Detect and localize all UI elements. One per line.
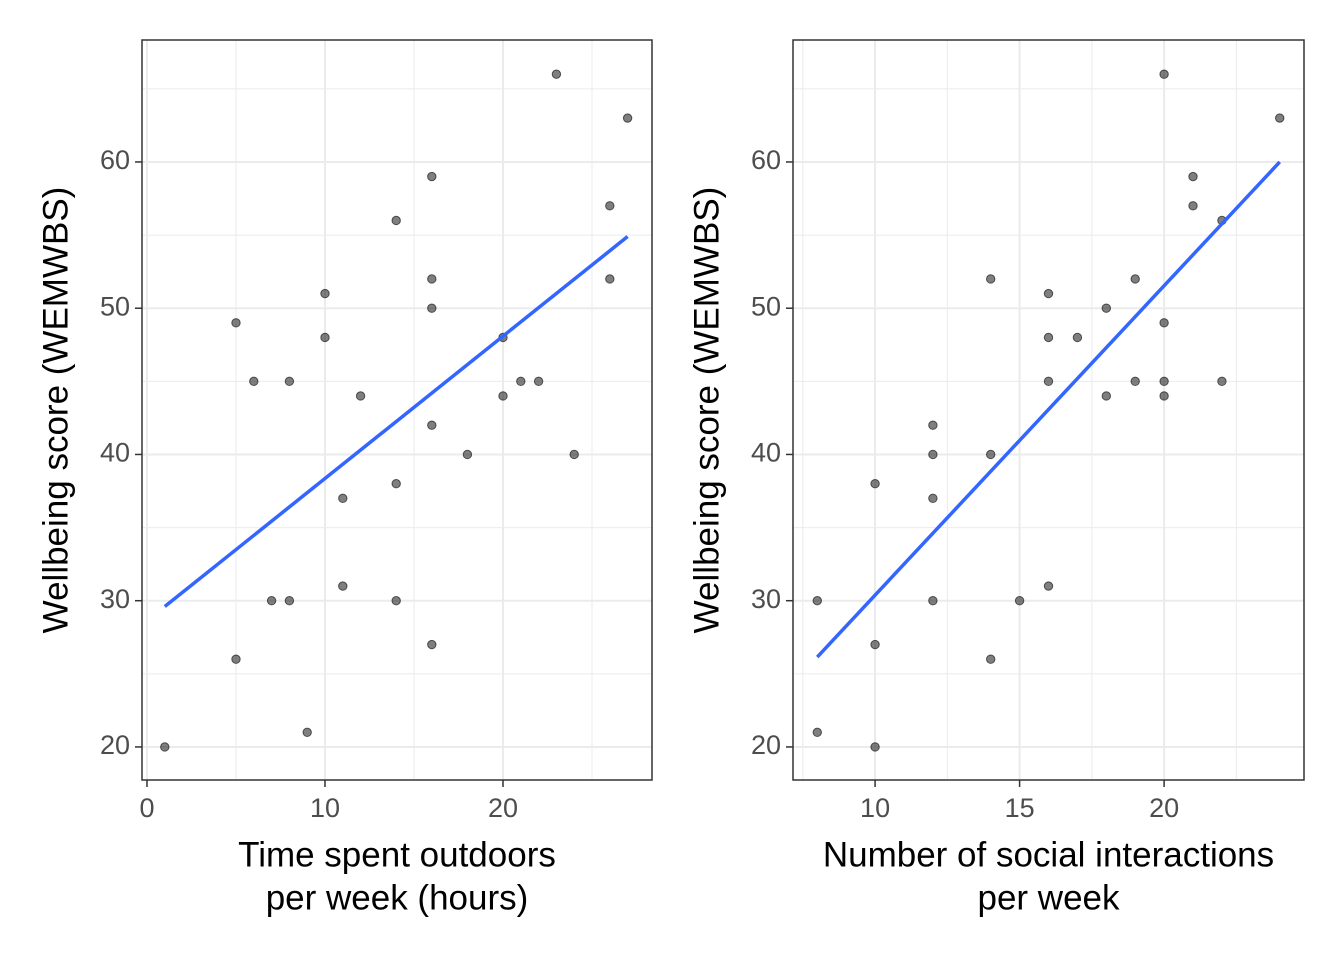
point	[427, 171, 437, 182]
point	[1043, 376, 1054, 387]
point	[498, 391, 508, 401]
point	[605, 201, 615, 211]
point	[1159, 391, 1169, 401]
point	[516, 376, 526, 387]
y-tick-label: 20	[751, 730, 781, 760]
point	[551, 69, 562, 79]
point	[928, 449, 938, 460]
point	[1275, 113, 1285, 123]
point	[1101, 303, 1112, 313]
point	[355, 391, 366, 401]
point	[1043, 581, 1054, 591]
point	[427, 639, 437, 650]
point	[391, 596, 401, 606]
x-axis-title: Number of social interactions	[823, 835, 1274, 874]
panel: 10 15 20 20 30 40 50 60 Number of social interac…	[687, 39, 1305, 917]
point	[284, 376, 295, 387]
point	[1159, 376, 1169, 387]
fit-line	[815, 160, 1281, 659]
point	[284, 596, 295, 606]
point	[231, 654, 241, 664]
x-tick-label: 0	[139, 793, 154, 823]
y-tick-label: 60	[100, 145, 130, 175]
point	[338, 493, 348, 504]
point	[427, 303, 437, 313]
point	[1014, 596, 1025, 606]
y-tick-label: 50	[751, 291, 781, 321]
fit-line	[163, 235, 629, 608]
y-tick-label: 30	[751, 584, 781, 614]
point	[302, 727, 312, 738]
point	[320, 288, 330, 299]
point	[870, 742, 880, 752]
point	[1159, 69, 1169, 79]
point	[928, 493, 938, 504]
panel-border	[141, 39, 653, 781]
point	[928, 596, 938, 606]
y-tick-label: 50	[100, 291, 130, 321]
y-tick-label: 60	[751, 145, 781, 175]
point	[622, 113, 633, 123]
point	[1159, 318, 1169, 328]
y-tick-label: 20	[100, 730, 130, 760]
point	[1101, 391, 1112, 401]
point	[1188, 171, 1198, 182]
point	[870, 639, 880, 650]
point	[160, 742, 170, 752]
x-axis-title: Time spent outdoors	[238, 835, 556, 874]
x-tick-label: 10	[310, 793, 340, 823]
point	[870, 479, 880, 489]
point	[1043, 288, 1054, 299]
point	[985, 654, 996, 664]
y-tick-label: 40	[751, 438, 781, 468]
point	[928, 420, 938, 430]
point	[427, 420, 437, 430]
y-axis-title: Wellbeing score (WEMWBS)	[36, 187, 75, 634]
point	[605, 274, 615, 284]
x-tick-label: 20	[1149, 793, 1179, 823]
point	[462, 449, 473, 460]
point	[338, 581, 348, 591]
point	[985, 274, 996, 284]
point	[391, 215, 401, 226]
point	[1130, 274, 1140, 284]
point	[1072, 332, 1083, 343]
y-tick-label: 30	[100, 584, 130, 614]
x-axis-title: per week (hours)	[266, 878, 529, 917]
y-axis-title: Wellbeing score (WEMWBS)	[687, 187, 726, 634]
point	[231, 318, 241, 328]
x-tick-label: 20	[488, 793, 518, 823]
point	[812, 596, 822, 606]
point	[1043, 332, 1054, 343]
point	[266, 596, 277, 606]
point	[1130, 376, 1140, 387]
x-tick-label: 15	[1005, 793, 1035, 823]
point	[985, 449, 996, 460]
panel: 0 10 20 20 30 40 50 60 Time spent outdoors per we…	[36, 39, 653, 917]
point	[569, 449, 579, 460]
point	[427, 274, 437, 284]
y-tick-label: 40	[100, 438, 130, 468]
point	[812, 727, 822, 738]
point	[320, 332, 330, 343]
point	[533, 376, 544, 387]
point	[249, 376, 259, 387]
x-axis-title: per week	[977, 878, 1120, 917]
point	[1217, 376, 1227, 387]
x-tick-label: 10	[860, 793, 890, 823]
panel-border	[792, 39, 1305, 781]
point	[1188, 201, 1198, 211]
point	[391, 479, 401, 489]
